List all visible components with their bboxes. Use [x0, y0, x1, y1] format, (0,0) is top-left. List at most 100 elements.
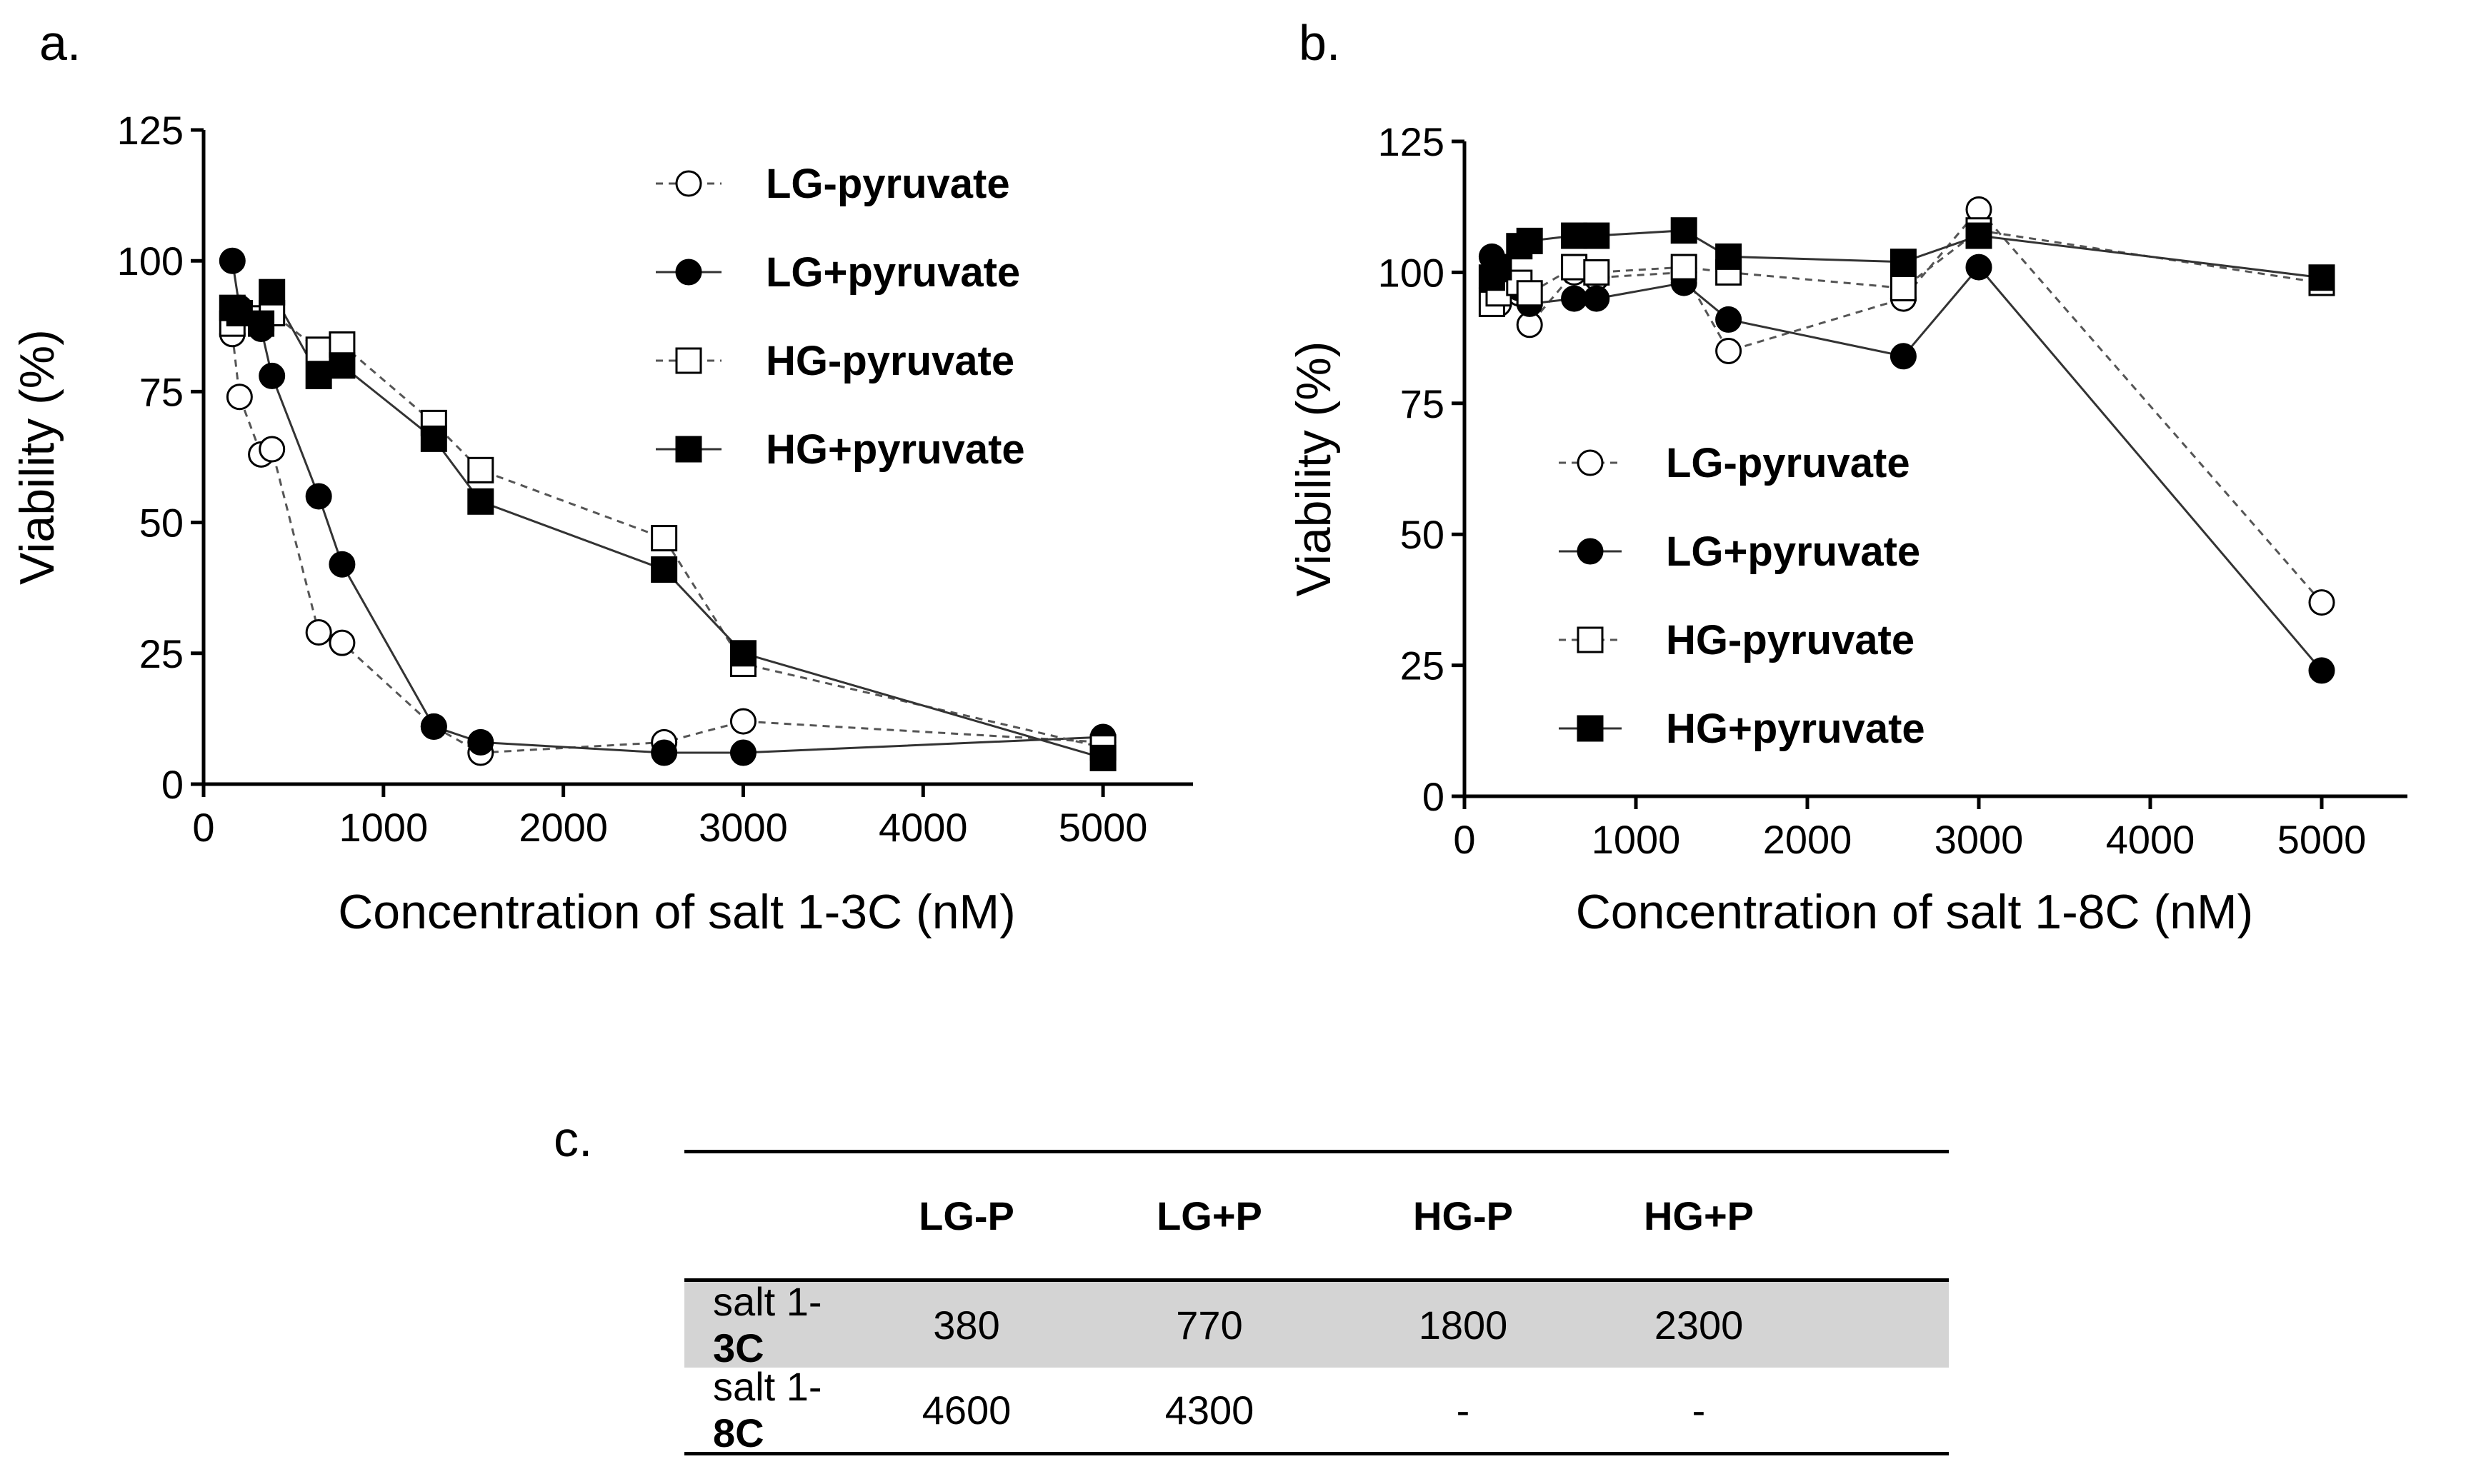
data-point: [1715, 243, 1742, 270]
x-axis-label: Concentration of salt 1-3C (nM): [338, 885, 1016, 939]
legend-marker: [675, 347, 702, 374]
table-header-cell: LG-P: [919, 1193, 1014, 1238]
legend-marker: [675, 170, 702, 197]
table-cell: 380: [933, 1302, 1000, 1348]
y-tick-label: 125: [117, 108, 184, 153]
y-tick-label: 25: [139, 631, 184, 676]
legend-entry: HG-pyruvate: [1666, 617, 1915, 663]
table-bottom-rule: [684, 1452, 1949, 1455]
x-tick-label: 5000: [1059, 805, 1148, 850]
x-tick-label: 4000: [879, 805, 968, 850]
data-point: [1561, 285, 1588, 312]
y-tick-label: 100: [117, 239, 184, 284]
table-cell: 1800: [1418, 1302, 1508, 1348]
data-point: [1670, 217, 1697, 244]
x-tick-label: 0: [1453, 817, 1475, 862]
data-point: [729, 708, 757, 735]
y-tick-label: 75: [1400, 381, 1444, 426]
x-tick-label: 5000: [2277, 817, 2367, 862]
x-tick-label: 3000: [1935, 817, 2024, 862]
data-point: [1516, 227, 1543, 254]
data-point: [467, 728, 494, 756]
table-cell: 4300: [1164, 1387, 1254, 1433]
data-point: [651, 556, 678, 583]
chart-a: 0 25 50 75 100 125 0 1000 2000 3000 4000 5000 Concen…: [10, 108, 1193, 939]
table-cell: -: [1456, 1387, 1470, 1433]
x-tick-label: 1000: [1592, 817, 1681, 862]
data-point: [420, 425, 447, 452]
data-point: [1890, 274, 1917, 301]
table-cell: 2300: [1654, 1302, 1744, 1348]
panel-label-c: c.: [554, 1111, 593, 1167]
data-point: [729, 640, 757, 667]
table-header-row: LG-P LG+P HG-P HG+P: [684, 1153, 1949, 1278]
data-point: [1516, 280, 1543, 307]
panel-label-a: a.: [39, 15, 81, 71]
y-tick-label: 100: [1378, 250, 1444, 295]
table-row-label: salt 1-8C: [713, 1364, 822, 1455]
x-tick-label: 4000: [2106, 817, 2195, 862]
panel-label-b: b.: [1299, 15, 1341, 71]
data-point: [1965, 222, 1992, 249]
data-point: [329, 352, 356, 379]
x-tick-label: 2000: [1763, 817, 1852, 862]
x-tick-label: 0: [192, 805, 214, 850]
x-axis-label: Concentration of salt 1-8C (nM): [1576, 885, 2254, 939]
table-cell: -: [1692, 1387, 1706, 1433]
data-point: [248, 310, 275, 337]
series-line: [231, 260, 1104, 754]
x-tick-label: 1000: [339, 805, 429, 850]
legend-marker: [1577, 449, 1604, 476]
data-point: [259, 436, 286, 463]
y-tick-label: 0: [161, 762, 184, 807]
legend-entry: HG+pyruvate: [1666, 706, 1925, 752]
table-row: salt 1-8C 4600 4300 - -: [684, 1364, 1949, 1455]
data-point: [1715, 306, 1742, 333]
data-point: [467, 456, 494, 483]
data-point: [1089, 744, 1117, 771]
legend-entry: LG+pyruvate: [766, 249, 1020, 296]
legend-entry: LG-pyruvate: [1666, 440, 1910, 486]
data-point: [1561, 254, 1588, 281]
y-tick-label: 25: [1400, 643, 1444, 688]
table-top-rule: [684, 1150, 1949, 1153]
y-tick-label: 125: [1378, 119, 1444, 164]
data-point: [1670, 254, 1697, 281]
data-point: [305, 483, 332, 510]
x-tick-label: 3000: [699, 805, 788, 850]
data-point: [259, 279, 286, 306]
legend-marker: [675, 436, 702, 463]
table-row: salt 1-3C 380 770 1800 2300: [684, 1279, 1949, 1370]
table-mid-rule: [684, 1278, 1949, 1282]
table-row-label: salt 1-3C: [713, 1279, 822, 1370]
data-point: [2308, 589, 2335, 616]
data-point: [2308, 264, 2335, 291]
data-point: [651, 739, 678, 766]
y-axis-label: Viability (%): [10, 329, 64, 585]
table-header-cell: HG+P: [1643, 1193, 1754, 1238]
table-header-cell: HG-P: [1413, 1193, 1513, 1238]
data-point: [467, 488, 494, 515]
legend-entry: HG-pyruvate: [766, 338, 1014, 384]
legend-marker: [1577, 715, 1604, 742]
ic50-table: LG-P LG+P HG-P HG+P salt 1-3C 380 770 18…: [684, 1150, 1949, 1455]
legend-entry: LG+pyruvate: [1666, 528, 1920, 575]
data-point: [329, 551, 356, 578]
chart-b: 0 25 50 75 100 125 0 1000 2000 3000 4000 5000 Concen…: [1287, 119, 2407, 939]
data-point: [219, 247, 246, 274]
data-point: [420, 713, 447, 740]
y-tick-label: 50: [139, 501, 184, 546]
table-cell: 770: [1176, 1302, 1243, 1348]
data-point: [1715, 337, 1742, 364]
data-point: [1561, 222, 1588, 249]
data-point: [1890, 343, 1917, 370]
legend-entry: HG+pyruvate: [766, 426, 1025, 473]
data-point: [305, 336, 332, 364]
legend-marker: [1577, 538, 1604, 565]
data-point: [651, 525, 678, 552]
data-point: [1583, 285, 1610, 312]
table-cell: 4600: [922, 1387, 1012, 1433]
data-point: [2308, 657, 2335, 684]
y-tick-label: 75: [139, 369, 184, 414]
